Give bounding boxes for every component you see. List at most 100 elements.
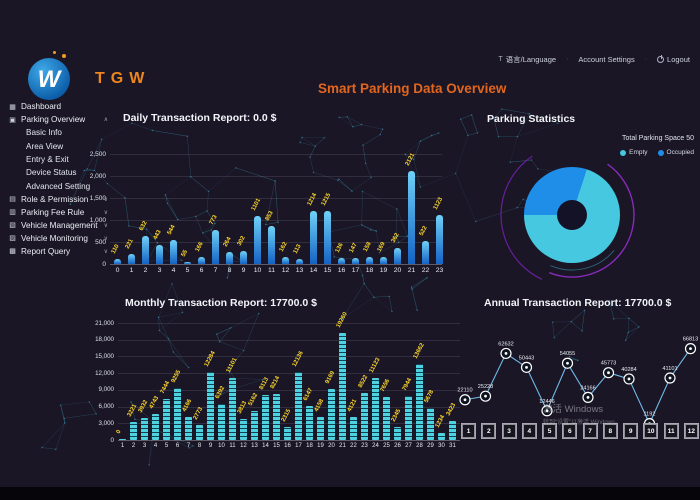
sidebar-subitem-area-view[interactable]: Area View: [26, 141, 64, 151]
month-button-7[interactable]: 7: [582, 423, 598, 439]
map-mesh-segment: [342, 283, 365, 319]
month-button-10[interactable]: 10: [643, 423, 659, 439]
account-settings-link[interactable]: Account Settings: [578, 55, 634, 64]
sidebar-subitem-advanced-setting[interactable]: Advanced Setting: [26, 181, 91, 191]
sidebar-item-label: Parking Overview: [21, 115, 86, 124]
bar-value-label: 2315: [280, 408, 293, 424]
map-mesh-segment: [216, 334, 220, 342]
bar-value-label: 4166: [181, 398, 194, 413]
bar: [438, 433, 445, 440]
map-mesh-segment: [206, 210, 208, 212]
month-button-6[interactable]: 6: [562, 423, 578, 439]
sidebar-item-dashboard[interactable]: ▦ Dashboard: [8, 100, 110, 113]
sidebar-item-vehicle-management[interactable]: ▧ Vehicle Management ∨: [8, 219, 110, 232]
map-mesh-segment: [177, 216, 196, 220]
map-mesh-segment: [571, 310, 585, 322]
map-mesh-segment: [300, 142, 316, 147]
map-mesh-segment: [608, 299, 611, 302]
map-mesh-segment: [379, 242, 399, 253]
monthly-chart-title: Monthly Transaction Report: 17700.0 $: [125, 297, 317, 309]
point-value-label: 66813: [683, 337, 699, 343]
bar: [328, 388, 335, 440]
map-mesh-segment: [396, 208, 398, 210]
map-mesh-segment: [361, 224, 377, 232]
language-switcher[interactable]: T 语言/Language: [498, 54, 556, 65]
map-mesh-segment: [219, 341, 244, 351]
month-button-12[interactable]: 12: [683, 423, 699, 439]
bar-value-label: 110: [110, 243, 121, 256]
map-mesh-segment: [154, 428, 194, 447]
bar: [273, 394, 280, 440]
chevron-down-icon: ∨: [103, 235, 108, 242]
month-button-11[interactable]: 11: [663, 423, 679, 439]
sidebar-item-parking-fee-rule[interactable]: ▥ Parking Fee Rule ∨: [8, 206, 110, 219]
bar-value-label: 6392: [214, 385, 227, 401]
month-selector: 1 2 3 4 5 6 7 8 9 10 11 12: [461, 423, 699, 439]
x-axis-tick: 1: [129, 267, 134, 274]
point-value-label: 41101: [662, 366, 677, 372]
month-button-1[interactable]: 1: [461, 423, 476, 439]
month-button-8[interactable]: 8: [602, 423, 618, 439]
month-button-4[interactable]: 4: [521, 423, 537, 439]
month-button-label: 7: [584, 425, 596, 437]
month-button-3[interactable]: 3: [501, 423, 517, 439]
map-mesh-segment: [411, 277, 428, 288]
sidebar-item-role-permission[interactable]: ▤ Role & Permission ∨: [8, 193, 110, 206]
map-mesh-segment: [411, 289, 418, 311]
bar: [141, 418, 148, 440]
bar: [170, 240, 177, 264]
month-button-9[interactable]: 9: [623, 423, 639, 439]
logo-dot: [62, 54, 66, 58]
grid-line: [118, 423, 460, 425]
data-point-dot: [525, 365, 528, 369]
map-mesh-segment: [226, 277, 229, 279]
map-mesh-segment: [454, 172, 457, 175]
map-mesh-segment: [134, 418, 136, 421]
map-mesh-segment: [362, 134, 381, 146]
sidebar-item-vehicle-monitoring[interactable]: ▨ Vehicle Monitoring ∨: [8, 232, 110, 245]
map-mesh-segment: [165, 194, 168, 204]
map-mesh-segment: [220, 393, 223, 396]
map-mesh-segment: [412, 158, 415, 161]
sidebar-subitem-entry-exit[interactable]: Entry & Exit: [26, 154, 69, 164]
data-point-dot: [545, 409, 549, 413]
map-mesh-segment: [437, 132, 440, 134]
bar: [310, 210, 317, 264]
sidebar-item-parking-overview[interactable]: ▣ Parking Overview ∧: [8, 113, 110, 126]
sidebar-subitem-device-status[interactable]: Device Status: [26, 168, 77, 178]
x-axis-tick: 4: [153, 443, 158, 449]
map-mesh-segment: [86, 139, 102, 170]
map-mesh-segment: [581, 310, 585, 331]
map-mesh-segment: [609, 300, 614, 319]
y-axis-tick: 0: [102, 260, 106, 268]
map-mesh-segment: [420, 135, 432, 142]
map-mesh-segment: [493, 108, 503, 119]
map-mesh-segment: [406, 235, 409, 237]
sidebar-item-report-query[interactable]: ▩ Report Query ∨: [8, 245, 110, 258]
x-axis-tick: 23: [361, 443, 368, 449]
map-mesh-segment: [87, 168, 95, 171]
map-mesh-segment: [314, 145, 317, 147]
map-mesh-segment: [613, 318, 629, 320]
map-mesh-segment: [89, 401, 97, 414]
bar-value-label: 147: [348, 241, 359, 254]
map-mesh-segment: [173, 351, 189, 368]
bar: [427, 408, 434, 440]
map-mesh-segment: [107, 183, 126, 198]
map-mesh-segment: [227, 271, 230, 279]
data-point-dot: [566, 361, 569, 365]
map-mesh-segment: [363, 283, 375, 298]
bar: [251, 411, 258, 440]
bar: [372, 378, 379, 440]
month-button-5[interactable]: 5: [542, 423, 558, 439]
map-mesh-segment: [190, 176, 209, 192]
map-mesh-segment: [41, 446, 43, 449]
map-mesh-segment: [395, 235, 397, 237]
month-button-2[interactable]: 2: [481, 423, 497, 439]
map-mesh-segment: [70, 168, 88, 205]
map-mesh-segment: [420, 173, 456, 188]
sidebar-subitem-basic-info[interactable]: Basic Info: [26, 128, 62, 138]
logout-link[interactable]: Logout: [657, 55, 690, 64]
bar: [383, 397, 390, 440]
map-mesh-segment: [100, 138, 103, 141]
